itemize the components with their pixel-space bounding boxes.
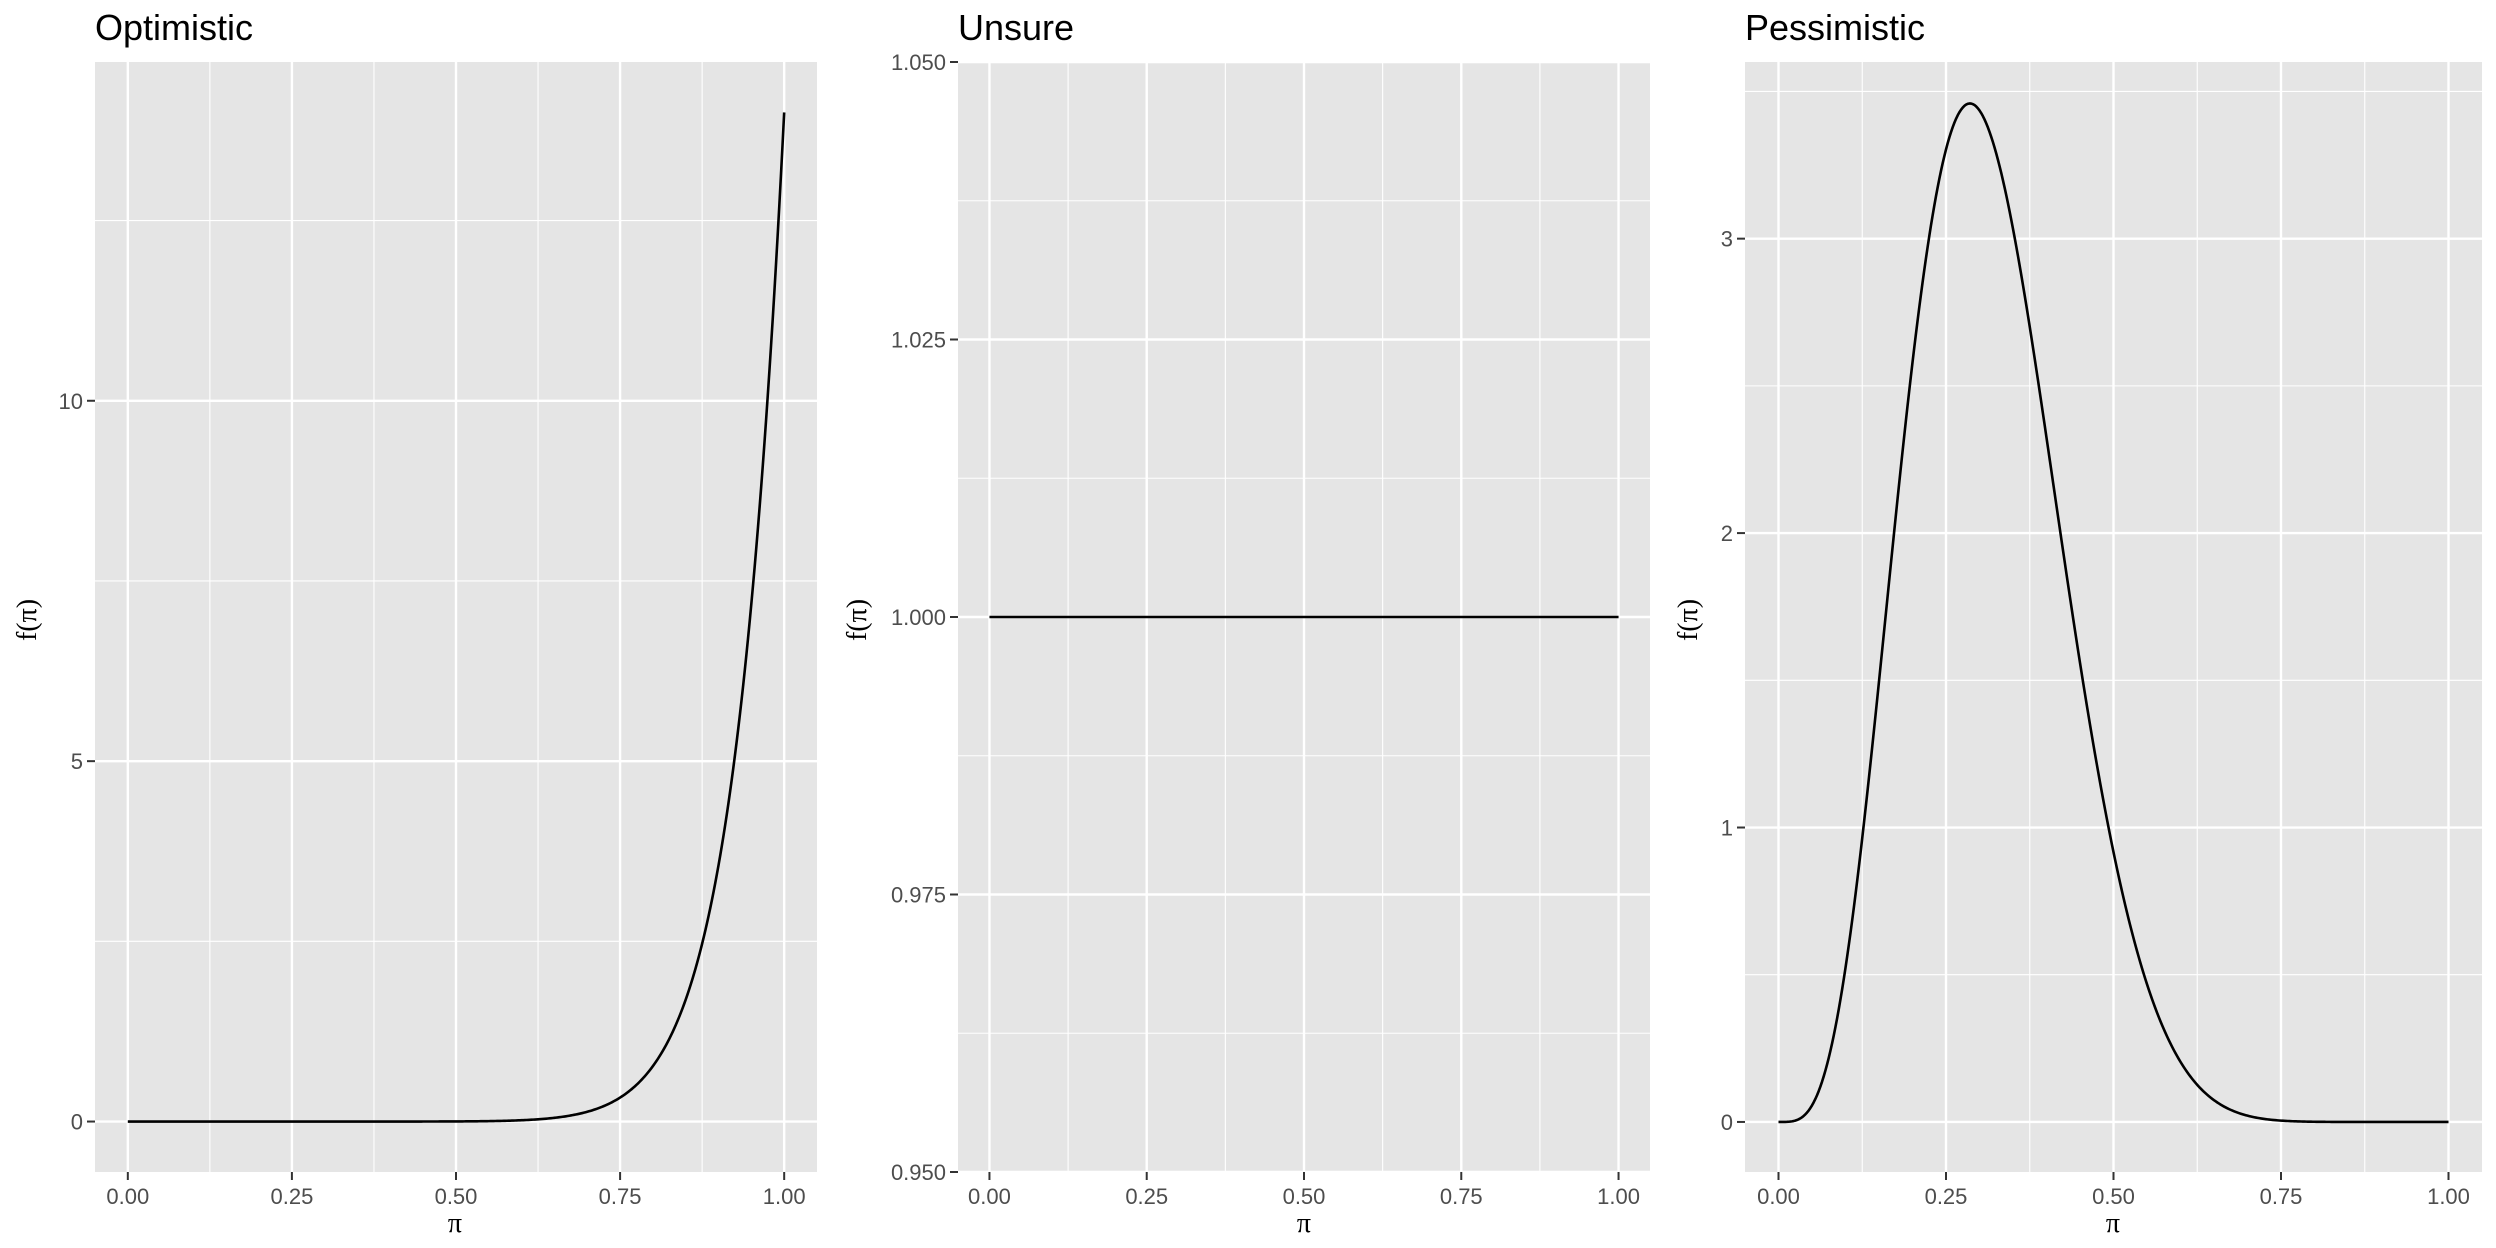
y-tick-label: 0.975 bbox=[891, 883, 946, 908]
x-axis-title: π bbox=[2106, 1208, 2120, 1239]
y-axis-title: f(π) bbox=[842, 599, 873, 641]
grid bbox=[1745, 62, 2482, 1172]
y-tick-label: 1.050 bbox=[891, 50, 946, 75]
x-tick-label: 0.25 bbox=[270, 1184, 313, 1209]
grid bbox=[95, 62, 817, 1172]
x-tick-label: 0.50 bbox=[1283, 1184, 1326, 1209]
x-tick-label: 0.75 bbox=[2260, 1184, 2303, 1209]
x-tick-label: 0.75 bbox=[1440, 1184, 1483, 1209]
y-axis-title: f(π) bbox=[12, 599, 43, 641]
y-tick-label: 10 bbox=[59, 389, 83, 414]
x-tick-label: 0.50 bbox=[435, 1184, 478, 1209]
y-tick-label: 3 bbox=[1721, 227, 1733, 252]
axes: 0.00 0.25 0.50 0.75 1.00 0 5 10 bbox=[59, 389, 806, 1209]
x-tick-label: 0.25 bbox=[1925, 1184, 1968, 1209]
x-tick-label: 1.00 bbox=[1597, 1184, 1640, 1209]
panel-title: Unsure bbox=[958, 7, 1074, 48]
y-tick-label: 1 bbox=[1721, 816, 1733, 841]
y-tick-label: 2 bbox=[1721, 521, 1733, 546]
x-tick-label: 0.00 bbox=[106, 1184, 149, 1209]
panel-optimistic: Optimistic f(π) π 0.00 0.25 0.50 0.75 1.00 0 5… bbox=[12, 7, 817, 1239]
density-line bbox=[127, 112, 786, 1123]
axes: 0.00 0.25 0.50 0.75 1.00 0 1 2 3 bbox=[1721, 227, 2470, 1209]
panel-title: Optimistic bbox=[95, 7, 253, 48]
y-tick-label: 1.025 bbox=[891, 328, 946, 353]
x-tick-label: 0.00 bbox=[968, 1184, 1011, 1209]
panel-title: Pessimistic bbox=[1745, 7, 1925, 48]
y-axis-title: f(π) bbox=[1673, 599, 1704, 641]
axes: 0.00 0.25 0.50 0.75 1.00 0.950 0.975 1.000 1.025… bbox=[891, 50, 1640, 1209]
x-tick-label: 0.25 bbox=[1125, 1184, 1168, 1209]
x-tick-label: 0.00 bbox=[1757, 1184, 1800, 1209]
y-tick-label: 5 bbox=[71, 749, 83, 774]
y-tick-label: 0 bbox=[1721, 1110, 1733, 1135]
x-axis-title: π bbox=[448, 1208, 462, 1239]
x-tick-label: 0.50 bbox=[2092, 1184, 2135, 1209]
y-tick-label: 0.950 bbox=[891, 1160, 946, 1185]
panel-pessimistic: Pessimistic f(π) π 0.00 0.25 0.50 0.75 1.000… bbox=[1673, 7, 2482, 1239]
y-tick-label: 1.000 bbox=[891, 605, 946, 630]
x-tick-label: 1.00 bbox=[763, 1184, 806, 1209]
x-tick-label: 1.00 bbox=[2427, 1184, 2470, 1209]
x-axis-title: π bbox=[1297, 1208, 1311, 1239]
y-tick-label: 0 bbox=[71, 1110, 83, 1135]
x-tick-label: 0.75 bbox=[599, 1184, 642, 1209]
panel-unsure: Unsure f(π) π 0.00 0.25 0.50 0.75 1.000.9500… bbox=[842, 7, 1650, 1239]
density-line bbox=[1778, 102, 2449, 1124]
